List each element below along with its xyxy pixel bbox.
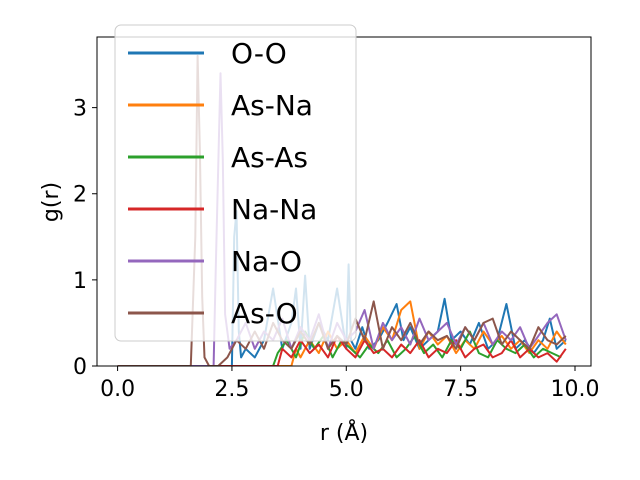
- legend-label-as-as: As-As: [231, 141, 308, 174]
- legend-frame: [114, 24, 357, 342]
- y-tick-label: 2: [73, 183, 87, 208]
- y-axis-label: g(r): [39, 182, 64, 222]
- legend-label-as-o: As-O: [231, 297, 298, 330]
- x-tick-label: 5.0: [329, 377, 364, 402]
- x-tick-label: 10.0: [550, 377, 599, 402]
- legend-label-o-o: O-O: [231, 37, 287, 70]
- series-line-as-na: [117, 300, 567, 366]
- legend-label-as-na: As-Na: [231, 89, 313, 122]
- y-tick-label: 1: [73, 269, 87, 294]
- legend-label-na-na: Na-Na: [231, 193, 317, 226]
- series-line-na-na: [117, 334, 567, 366]
- y-tick-label: 3: [73, 97, 87, 122]
- x-axis-label: r (Å): [320, 419, 368, 446]
- legend-label-na-o: Na-O: [231, 245, 302, 278]
- x-tick-label: 7.5: [443, 377, 478, 402]
- x-tick-label: 0.0: [100, 377, 135, 402]
- x-tick-label: 2.5: [214, 377, 249, 402]
- y-tick-label: 0: [73, 355, 87, 380]
- axis-ticks: 0.0 2.5 5.0 7.5 10.0 0 1 2 3: [73, 97, 599, 402]
- legend: O-O As-Na As-As Na-Na Na-O As-O: [114, 24, 357, 342]
